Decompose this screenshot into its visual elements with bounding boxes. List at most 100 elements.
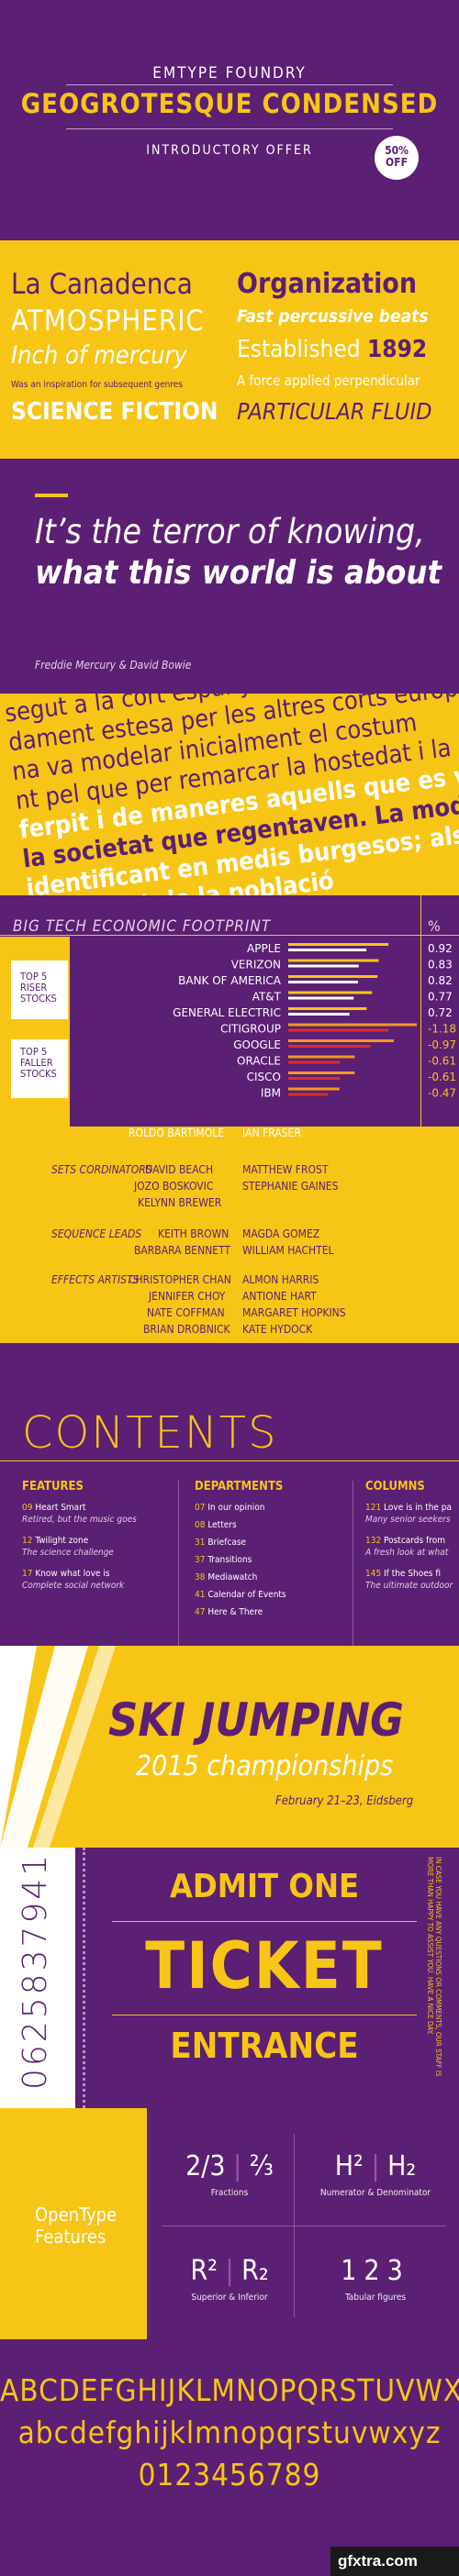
- chart-category-label: BANK OF AMERICA: [178, 974, 282, 987]
- ticket-side-text: IN CASE YOU HAVE ANY QUESTIONS OR COMMEN…: [426, 1857, 442, 2077]
- chart-title: BIG TECH ECONOMIC FOOTPRINT: [13, 917, 272, 936]
- list-item[interactable]: 121 Love is in the pa Many senior seekers: [365, 1502, 459, 1526]
- chart-bar: [288, 943, 389, 946]
- item-title: In our opinion: [207, 1503, 265, 1513]
- risers-label-3: STOCKS: [20, 993, 57, 1005]
- chart-bar-secondary: [288, 1045, 371, 1048]
- chart-percent-header: %: [428, 917, 441, 935]
- risers-label-1: TOP 5: [20, 971, 48, 983]
- columns-heading: COLUMNS: [365, 1480, 425, 1493]
- chart-value-label: -0.61: [428, 1055, 456, 1068]
- departments-column: DEPARTMENTS 07 In our opinion 08 Letters…: [195, 1481, 341, 1618]
- contents-col-divider: [178, 1481, 179, 1646]
- superior-glyph: R²: [190, 2255, 218, 2287]
- list-item[interactable]: 07 In our opinion: [195, 1502, 341, 1514]
- specimen-left-3: Inch of mercury: [11, 341, 187, 370]
- item-number: 47: [195, 1607, 206, 1617]
- ski-title: SKI JUMPING: [108, 1693, 404, 1747]
- list-item[interactable]: 12 Twilight zone The science challenge: [22, 1535, 169, 1559]
- credit-name: MATTHEW FROST: [242, 1163, 329, 1176]
- credit-name: DAVID BEACH: [145, 1163, 214, 1176]
- item-title: Heart Smart: [35, 1503, 86, 1513]
- item-number: 132: [365, 1536, 382, 1546]
- specimen-right-1: Organization: [237, 268, 418, 300]
- established-word: Established: [237, 336, 361, 363]
- chart-bar-secondary: [288, 1093, 329, 1096]
- chart-category-label: APPLE: [247, 942, 281, 955]
- item-number: 37: [195, 1555, 206, 1565]
- credit-name: MAGDA GOMEZ: [242, 1227, 320, 1240]
- credit-name: ANTIONE HART: [242, 1290, 317, 1303]
- opentype-label-1: OpenType: [35, 2204, 118, 2226]
- chart-bar-secondary: [288, 949, 367, 951]
- credit-group-label: SEQUENCE LEADS: [51, 1227, 142, 1240]
- discount-badge: 50% OFF: [375, 136, 419, 180]
- specimen-left-2: ATMOSPHERIC: [11, 305, 205, 338]
- chart-bar-secondary: [288, 996, 354, 1000]
- ski-date: February 21–23, Eidsberg: [275, 1794, 414, 1808]
- item-number: 09: [22, 1503, 33, 1513]
- features-column: FEATURES 09 Heart Smart Retired, but the …: [22, 1481, 169, 1601]
- credit-name: JOZO BOSKOVIC: [134, 1180, 214, 1193]
- supinf-caption: Superior & Inferior: [191, 2293, 268, 2303]
- header-section: EMTYPE FOUNDRY GEOGROTESQUE CONDENSED IN…: [0, 0, 459, 183]
- numden-cell: H² | H₂ Numerator & Denominator: [307, 2150, 444, 2198]
- chart-bar: [288, 1071, 355, 1074]
- chart-header: BIG TECH ECONOMIC FOOTPRINT %: [0, 916, 459, 936]
- list-item[interactable]: 132 Postcards from A fresh look at what: [365, 1535, 459, 1559]
- chart-bar-secondary: [288, 1060, 341, 1064]
- item-number: 38: [195, 1572, 206, 1582]
- specimen-left-1: La Canadenca: [11, 268, 193, 301]
- chart-section: BIG TECH ECONOMIC FOOTPRINT % TOP 5 RISE…: [0, 895, 459, 1127]
- fractions-caption: Fractions: [210, 2188, 249, 2198]
- item-number: 08: [195, 1520, 206, 1530]
- list-item[interactable]: 145 If the Shoes fi The ultimate outdoor: [365, 1568, 459, 1592]
- chart-bar: [288, 1055, 355, 1059]
- features-heading: FEATURES: [22, 1480, 84, 1493]
- list-item[interactable]: 41 Calendar of Events: [195, 1589, 341, 1601]
- list-item[interactable]: 31 Briefcase: [195, 1537, 341, 1549]
- quote-accent-bar: [35, 494, 68, 497]
- list-item[interactable]: 08 Letters: [195, 1519, 341, 1531]
- foundry-name: EMTYPE FOUNDRY: [152, 64, 307, 83]
- item-title: Letters: [207, 1520, 237, 1530]
- list-item[interactable]: 17 Know what love is Complete social netw…: [22, 1568, 169, 1592]
- item-title: Know what love is: [35, 1569, 110, 1579]
- chart-value-label: -0.97: [428, 1038, 456, 1051]
- contents-title: CONTENTS: [22, 1407, 278, 1459]
- item-desc: A fresh look at what: [365, 1548, 449, 1558]
- credit-group-label: EFFECTS ARTISTS: [51, 1273, 140, 1286]
- fraction-plain: 2/3: [185, 2150, 226, 2182]
- chart-value-label: 0.82: [428, 974, 453, 987]
- specimen-left-5: SCIENCE FICTION: [11, 398, 218, 426]
- chart-bar: [288, 1023, 417, 1027]
- item-number: 145: [365, 1569, 382, 1579]
- specimen-right-5: PARTICULAR FLUID: [237, 398, 432, 425]
- credit-group-label: SETS CORDINATORS: [51, 1163, 152, 1176]
- credit-name: KELYNN BREWER: [138, 1196, 222, 1209]
- offer-text: INTRODUCTORY OFFER: [146, 143, 313, 158]
- list-item[interactable]: 47 Here & There: [195, 1606, 341, 1618]
- badge-percent: 50%: [385, 144, 409, 157]
- list-item[interactable]: 38 Mediawatch: [195, 1571, 341, 1583]
- list-item[interactable]: 09 Heart Smart Retired, but the music goe…: [22, 1502, 169, 1526]
- typeface-title: GEOGROTESQUE CONDENSED: [20, 88, 439, 119]
- credit-name: IAN FRASER: [242, 1127, 301, 1139]
- ski-subtitle: 2015 championships: [136, 1750, 394, 1782]
- opentype-section: OpenType Features 2/3 | ⅔ Fractions H² |…: [0, 2108, 459, 2339]
- list-item[interactable]: 37 Transitions: [195, 1554, 341, 1566]
- ski-stripes: [0, 1646, 116, 1848]
- credit-name: MARGARET HOPKINS: [242, 1306, 346, 1319]
- fallers-label-1: TOP 5: [20, 1046, 48, 1058]
- risers-block: TOP 5 RISER STOCKS: [11, 960, 68, 1019]
- chart-bar-secondary: [288, 1077, 341, 1080]
- chart-bar-secondary: [288, 981, 358, 983]
- ticket-section: 0625837941 ADMIT ONE TICKET ENTRANCE IN …: [0, 1848, 459, 2108]
- item-number: 17: [22, 1569, 33, 1579]
- specimen-right-4: A force applied perpendicular: [237, 372, 420, 389]
- chart-category-label: IBM: [261, 1087, 281, 1100]
- columns-column: COLUMNS 121 Love is in the pa Many senior…: [365, 1481, 459, 1601]
- item-title: Here & There: [207, 1607, 263, 1617]
- item-title: Transitions: [207, 1555, 252, 1565]
- credit-name: KATE HYDOCK: [242, 1323, 313, 1336]
